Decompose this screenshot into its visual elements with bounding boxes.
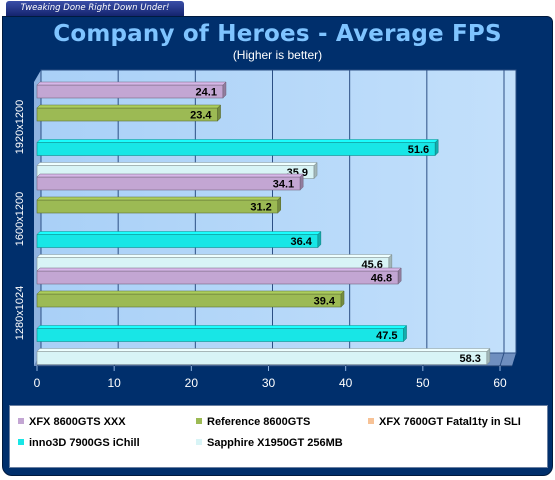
site-banner-tab: Tweaking Done Right Down Under! xyxy=(6,1,184,16)
bar-top xyxy=(36,231,322,235)
x-tick-label: 60 xyxy=(493,376,507,390)
category-label: 1920x1200 xyxy=(14,100,26,154)
category-label: 1600x1200 xyxy=(14,192,26,246)
bar: 46.8 xyxy=(36,267,402,285)
bar-value-label: 46.8 xyxy=(371,273,392,285)
bar-value-label: 51.6 xyxy=(408,144,429,156)
bar-end xyxy=(403,324,407,343)
bar-front xyxy=(36,293,342,308)
chart-title: Company of Heroes - Average FPS xyxy=(53,21,502,47)
bar: 39.4 xyxy=(36,290,345,308)
legend-item-reference-8600gts: Reference 8600GTS xyxy=(196,416,310,428)
bar-end xyxy=(277,196,282,214)
legend-label: XFX 8600GTS XXX xyxy=(29,416,126,428)
legend-label: Reference 8600GTS xyxy=(207,416,311,428)
legend-item-xfx-8600gts-xxx: XFX 8600GTS XXX xyxy=(18,416,126,428)
bar-top xyxy=(36,162,318,166)
bar-value-label: 39.4 xyxy=(314,296,336,308)
legend-item-xfx-7600gt-fatal1ty-sli: XFX 7600GT Fatal1ty in SLI xyxy=(368,416,521,428)
bar-front xyxy=(36,234,319,248)
bar-value-label: 47.5 xyxy=(376,330,397,342)
bar-front xyxy=(36,328,404,342)
bar: 58.3 xyxy=(36,347,491,366)
bar-top xyxy=(36,290,345,295)
bar-front xyxy=(36,176,301,191)
bar-front xyxy=(36,142,436,156)
x-tick-label: 40 xyxy=(339,376,353,390)
x-tick-label: 20 xyxy=(185,376,199,390)
bar-end xyxy=(317,230,322,249)
bar-value-label: 31.2 xyxy=(250,202,271,214)
bar-value-label: 36.4 xyxy=(290,236,312,248)
bar-end xyxy=(486,347,491,366)
bar-value-label: 58.3 xyxy=(459,353,480,365)
bar-end xyxy=(397,267,402,285)
bar: 23.4 xyxy=(36,104,222,122)
legend-swatch xyxy=(196,418,202,424)
bar-top xyxy=(36,196,282,201)
bar-top xyxy=(36,81,227,86)
bar-front xyxy=(36,199,279,214)
bar: 34.1 xyxy=(36,173,304,191)
bar-top xyxy=(36,104,222,109)
bar: 31.2 xyxy=(36,196,282,214)
legend-swatch xyxy=(18,418,24,424)
bar-top xyxy=(36,173,304,178)
bar-value-label: 24.1 xyxy=(196,87,217,99)
x-tick-label: 50 xyxy=(416,376,430,390)
bar-front xyxy=(36,351,488,365)
bar-end xyxy=(388,253,393,272)
bar: 24.1 xyxy=(36,81,227,99)
bar-top xyxy=(36,325,408,329)
bar-end xyxy=(217,104,221,122)
x-tick-label: 30 xyxy=(262,376,276,390)
bar-end xyxy=(222,81,227,99)
gridline-floor xyxy=(499,352,505,367)
bar: 47.5 xyxy=(36,324,408,343)
bar-top xyxy=(36,254,393,258)
legend: XFX 8600GTS XXX Reference 8600GTS XFX 76… xyxy=(9,405,548,468)
bar-end xyxy=(340,290,345,308)
bar-end xyxy=(299,173,304,191)
legend-label: Sapphire X1950GT 256MB xyxy=(207,437,343,449)
bar-top xyxy=(36,267,402,272)
bar: 36.4 xyxy=(36,230,322,249)
chart-subtitle: (Higher is better) xyxy=(232,48,323,62)
bar-end xyxy=(313,161,318,180)
bar-top xyxy=(36,348,491,352)
bar-front xyxy=(36,270,399,285)
category-label: 1280x1024 xyxy=(14,286,26,340)
bar-value-label: 23.4 xyxy=(190,110,212,122)
legend-swatch xyxy=(196,439,202,445)
legend-label: inno3D 7900GS iChill xyxy=(29,437,140,449)
bar-value-label: 34.1 xyxy=(273,179,294,191)
legend-swatch xyxy=(18,439,24,445)
bar-top xyxy=(36,139,439,143)
bar-end xyxy=(434,138,439,157)
legend-label: XFX 7600GT Fatal1ty in SLI xyxy=(379,416,521,428)
legend-item-inno3d-7900gs-ichill: inno3D 7900GS iChill xyxy=(18,437,140,449)
legend-item-sapphire-x1950gt: Sapphire X1950GT 256MB xyxy=(196,437,343,449)
bar: 51.6 xyxy=(36,138,439,157)
x-tick-label: 10 xyxy=(107,376,121,390)
x-tick-label: 0 xyxy=(34,376,41,390)
legend-swatch xyxy=(368,418,374,424)
